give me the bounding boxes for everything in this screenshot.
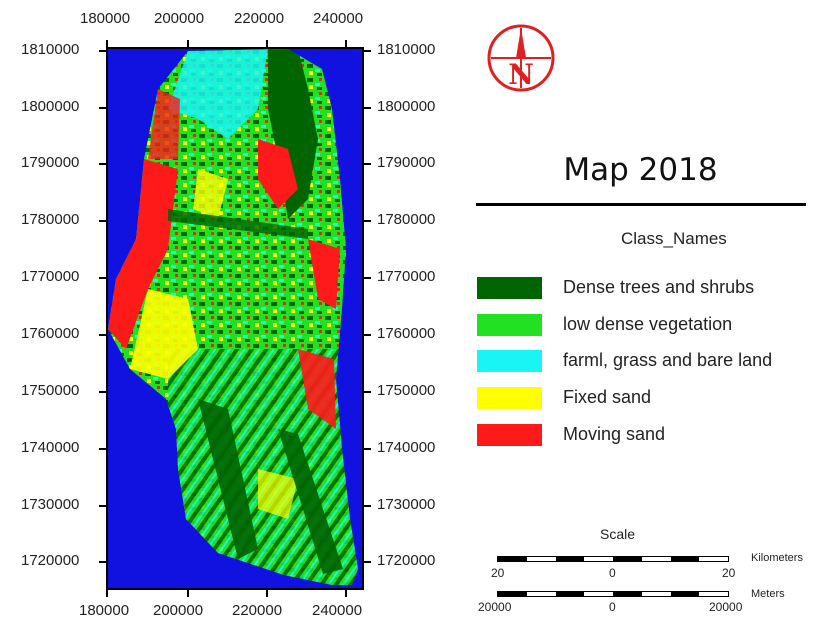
tick-mark xyxy=(364,277,371,279)
tick-mark xyxy=(345,590,347,597)
tick-mark xyxy=(99,220,106,222)
legend-swatch xyxy=(477,350,542,372)
tick-mark xyxy=(99,391,106,393)
land-cover-map xyxy=(108,49,358,585)
y-tick-right: 1760000 xyxy=(377,325,436,342)
y-tick-left: 1810000 xyxy=(21,41,80,58)
legend-swatch xyxy=(477,314,542,336)
tick-mark xyxy=(99,561,106,563)
km-scale-bar xyxy=(497,556,729,562)
x-tick-bottom: 200000 xyxy=(153,602,204,619)
north-arrow-icon: N xyxy=(485,22,557,94)
tick-mark xyxy=(266,590,268,597)
tick-mark xyxy=(364,163,371,165)
tick-mark xyxy=(364,334,371,336)
y-tick-right: 1790000 xyxy=(377,154,436,171)
km-scale-label: 20 xyxy=(491,566,505,580)
tick-mark xyxy=(364,107,371,109)
y-tick-left: 1760000 xyxy=(21,325,80,342)
classified-raster xyxy=(108,49,358,585)
map-title: Map 2018 xyxy=(563,152,718,188)
legend-label: Moving sand xyxy=(563,424,666,444)
map-frame xyxy=(106,47,364,590)
tick-mark xyxy=(266,40,268,47)
y-tick-right: 1750000 xyxy=(377,382,436,399)
y-tick-right: 1740000 xyxy=(377,439,436,456)
legend-swatch xyxy=(477,387,542,409)
y-tick-left: 1730000 xyxy=(21,496,80,513)
km-scale-unit: Kilometers xyxy=(751,552,803,564)
x-tick-top: 220000 xyxy=(234,10,285,27)
y-tick-left: 1780000 xyxy=(21,211,80,228)
m-scale-bar xyxy=(497,591,729,597)
km-scale-label: 20 xyxy=(722,566,736,580)
m-scale-unit: Meters xyxy=(751,588,785,600)
tick-mark xyxy=(187,590,189,597)
legend-label: low dense vegetation xyxy=(563,314,733,334)
scale-title: Scale xyxy=(600,526,636,542)
tick-mark xyxy=(106,40,108,47)
tick-mark xyxy=(106,590,108,597)
y-tick-right: 1780000 xyxy=(377,211,436,228)
y-tick-right: 1730000 xyxy=(377,496,436,513)
tick-mark xyxy=(99,505,106,507)
tick-mark xyxy=(99,448,106,450)
y-tick-right: 1720000 xyxy=(377,552,436,569)
legend-label: farml, grass and bare land xyxy=(563,350,773,370)
tick-mark xyxy=(99,277,106,279)
legend-swatch xyxy=(477,424,542,446)
tick-mark xyxy=(364,220,371,222)
y-tick-left: 1790000 xyxy=(21,154,80,171)
y-tick-right: 1800000 xyxy=(377,98,436,115)
tick-mark xyxy=(364,391,371,393)
tick-mark xyxy=(345,40,347,47)
tick-mark xyxy=(99,50,106,52)
y-tick-right: 1810000 xyxy=(377,41,436,58)
tick-mark xyxy=(99,107,106,109)
y-tick-left: 1800000 xyxy=(21,98,80,115)
tick-mark xyxy=(364,561,371,563)
legend-heading: Class_Names xyxy=(621,229,727,248)
m-scale-label: 0 xyxy=(609,600,616,614)
y-tick-left: 1720000 xyxy=(21,552,80,569)
tick-mark xyxy=(364,505,371,507)
y-tick-left: 1750000 xyxy=(21,382,80,399)
legend-label: Fixed sand xyxy=(563,387,652,407)
y-tick-left: 1770000 xyxy=(21,268,80,285)
y-tick-right: 1770000 xyxy=(377,268,436,285)
north-letter: N xyxy=(508,58,534,91)
x-tick-top: 200000 xyxy=(154,10,205,27)
x-tick-bottom: 220000 xyxy=(232,602,283,619)
m-scale-label: 20000 xyxy=(478,600,512,614)
m-scale-label: 20000 xyxy=(709,600,743,614)
x-tick-top: 180000 xyxy=(80,10,131,27)
x-tick-bottom: 180000 xyxy=(79,602,130,619)
y-tick-left: 1740000 xyxy=(21,439,80,456)
tick-mark xyxy=(187,40,189,47)
tick-mark xyxy=(364,50,371,52)
km-scale-label: 0 xyxy=(609,566,616,580)
legend-swatch xyxy=(477,277,542,299)
legend-label: Dense trees and shrubs xyxy=(563,277,755,297)
title-divider xyxy=(476,203,806,206)
x-tick-top: 240000 xyxy=(313,10,364,27)
tick-mark xyxy=(364,448,371,450)
tick-mark xyxy=(99,163,106,165)
tick-mark xyxy=(99,334,106,336)
x-tick-bottom: 240000 xyxy=(312,602,363,619)
